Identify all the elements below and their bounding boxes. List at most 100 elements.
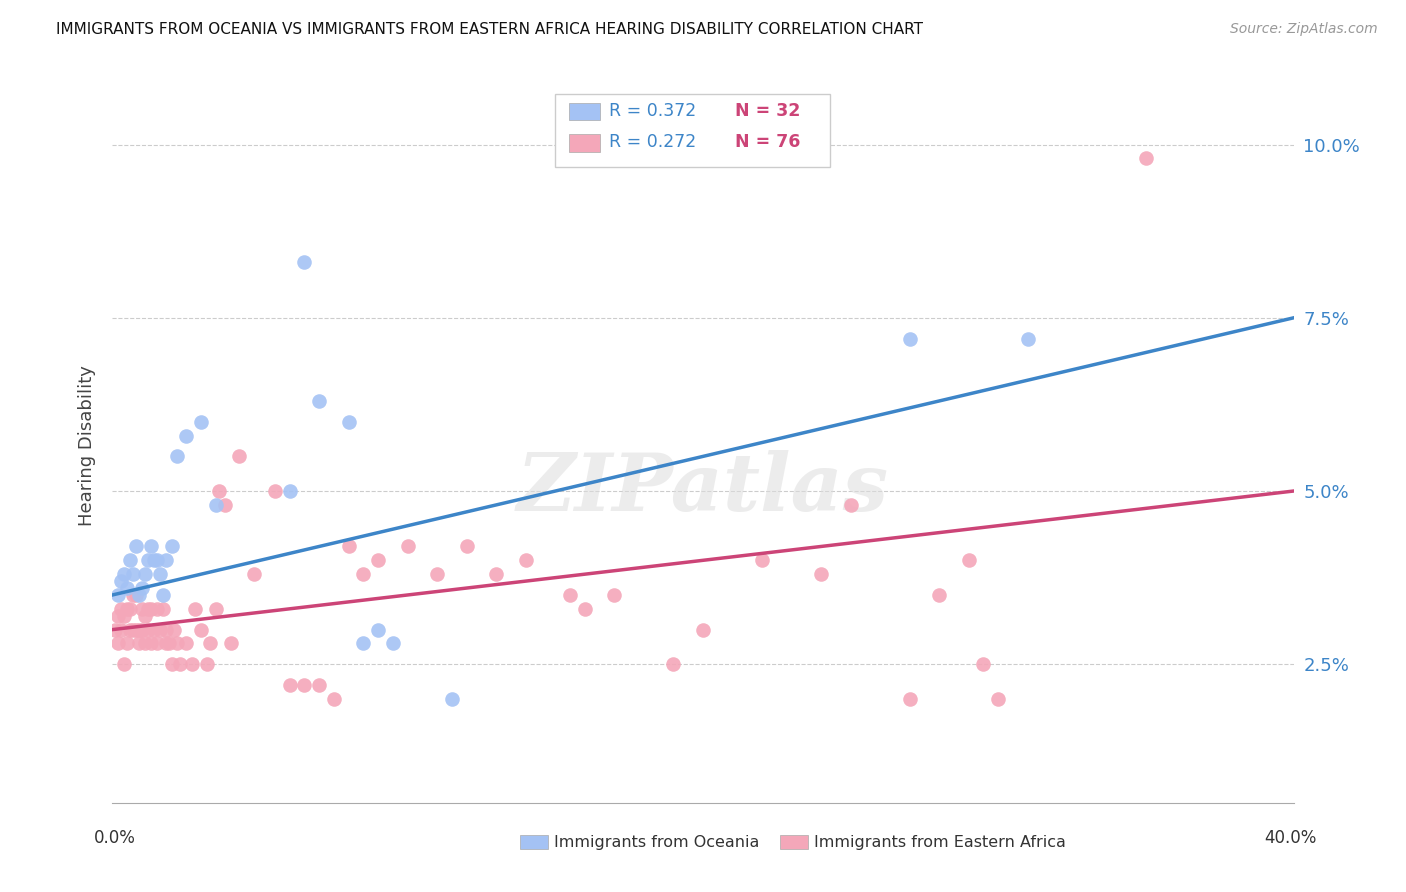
Point	[515, 553, 537, 567]
Point	[337, 415, 360, 429]
Point	[157, 636, 180, 650]
Y-axis label: Hearing Disability: Hearing Disability	[77, 366, 96, 526]
Point	[107, 636, 129, 650]
Point	[146, 553, 169, 567]
Text: Source: ZipAtlas.com: Source: ZipAtlas.com	[1230, 22, 1378, 37]
Point	[662, 657, 685, 672]
Point	[195, 657, 218, 672]
Point	[160, 540, 183, 554]
Point	[110, 574, 132, 588]
Point	[558, 588, 582, 602]
Point	[208, 483, 231, 498]
Point	[125, 540, 148, 554]
Point	[155, 553, 177, 567]
Point	[155, 623, 177, 637]
Point	[957, 553, 980, 567]
Point	[214, 498, 236, 512]
Text: Immigrants from Eastern Africa: Immigrants from Eastern Africa	[814, 835, 1066, 849]
Point	[839, 498, 862, 512]
Point	[352, 636, 374, 650]
Point	[120, 602, 142, 616]
Point	[112, 608, 135, 623]
Point	[292, 678, 315, 692]
Point	[139, 540, 162, 554]
Point	[131, 581, 153, 595]
Text: 40.0%: 40.0%	[1264, 829, 1317, 847]
Point	[136, 553, 159, 567]
Point	[292, 255, 315, 269]
Point	[120, 553, 142, 567]
Point	[603, 588, 626, 602]
Point	[128, 623, 150, 637]
Point	[426, 567, 449, 582]
Point	[367, 553, 389, 567]
Point	[128, 636, 150, 650]
Point	[117, 602, 138, 616]
Point	[166, 636, 188, 650]
Point	[142, 553, 165, 567]
Point	[107, 588, 129, 602]
Point	[128, 588, 150, 602]
Point	[139, 636, 162, 650]
Text: 0.0%: 0.0%	[94, 829, 136, 847]
Point	[136, 602, 159, 616]
Point	[441, 691, 464, 706]
Point	[278, 678, 301, 692]
Point	[139, 602, 162, 616]
Point	[751, 553, 773, 567]
Point	[117, 581, 138, 595]
Point	[152, 588, 174, 602]
Point	[810, 567, 832, 582]
Point	[352, 567, 374, 582]
Point	[323, 691, 346, 706]
Point	[107, 608, 129, 623]
Point	[122, 623, 145, 637]
Point	[337, 540, 360, 554]
Point	[198, 636, 221, 650]
Point	[574, 602, 596, 616]
Point	[149, 567, 172, 582]
Point	[184, 602, 207, 616]
Text: R = 0.372: R = 0.372	[609, 102, 696, 120]
Text: N = 32: N = 32	[735, 102, 800, 120]
Point	[134, 636, 156, 650]
Point	[110, 623, 132, 637]
Point	[134, 608, 156, 623]
Point	[166, 450, 188, 464]
Text: N = 76: N = 76	[735, 133, 800, 151]
Point	[973, 657, 995, 672]
Point	[125, 588, 148, 602]
Point	[149, 623, 172, 637]
Point	[131, 602, 153, 616]
Point	[1135, 152, 1157, 166]
Point	[243, 567, 266, 582]
Point	[264, 483, 287, 498]
Text: Immigrants from Oceania: Immigrants from Oceania	[554, 835, 759, 849]
Point	[367, 623, 389, 637]
Point	[205, 602, 228, 616]
Point	[134, 567, 156, 582]
Point	[163, 623, 186, 637]
Point	[125, 623, 148, 637]
Point	[174, 636, 197, 650]
Point	[117, 636, 138, 650]
Point	[928, 588, 950, 602]
Point	[169, 657, 191, 672]
Point	[122, 588, 145, 602]
Point	[485, 567, 508, 582]
Point	[120, 623, 142, 637]
Text: R = 0.272: R = 0.272	[609, 133, 696, 151]
Point	[146, 602, 169, 616]
Point	[152, 602, 174, 616]
Point	[155, 636, 177, 650]
Point	[160, 657, 183, 672]
Point	[190, 623, 212, 637]
Point	[456, 540, 478, 554]
Point	[190, 415, 212, 429]
Text: IMMIGRANTS FROM OCEANIA VS IMMIGRANTS FROM EASTERN AFRICA HEARING DISABILITY COR: IMMIGRANTS FROM OCEANIA VS IMMIGRANTS FR…	[56, 22, 924, 37]
Point	[122, 567, 145, 582]
Point	[396, 540, 419, 554]
Point	[692, 623, 714, 637]
Point	[308, 678, 330, 692]
Point	[987, 691, 1010, 706]
